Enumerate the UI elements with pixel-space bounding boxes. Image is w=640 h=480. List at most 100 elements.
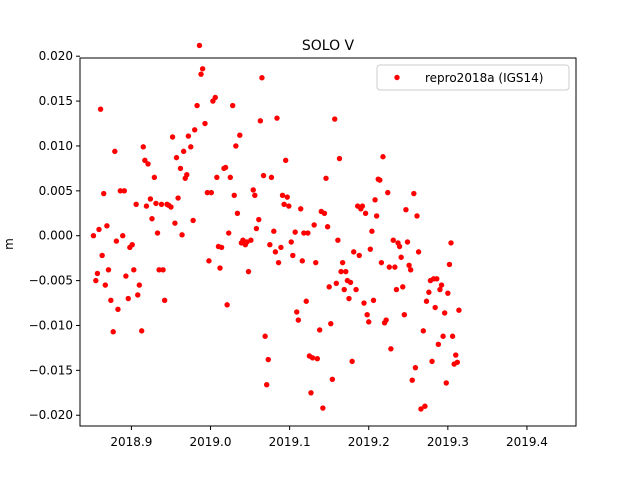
data-point [299,258,305,264]
data-point [188,144,194,150]
data-point [190,217,196,224]
data-point [378,259,385,266]
data-point [339,259,346,266]
legend: repro2018a (IGS14) [376,64,570,91]
data-point [279,192,286,199]
data-point [311,222,317,228]
data-point [113,238,120,244]
data-point [343,268,349,275]
data-point [237,132,243,138]
data-point [194,102,200,109]
data-point [437,286,443,293]
data-point [292,229,298,235]
data-point [229,102,236,109]
x-axis: 2018.9 2019.0 2019.1 2019.2 2019.3 2019.4 [110,426,548,449]
data-point [454,359,461,365]
data-point [329,376,336,383]
data-point [196,42,203,49]
data-point [180,148,187,155]
y-tick-label: 0.020 [39,49,73,63]
data-point [434,276,440,282]
data-point [349,358,355,365]
data-point [133,201,139,207]
legend-label: repro2018a (IGS14) [425,71,543,85]
data-point [206,258,212,264]
data-point [443,380,449,386]
data-point [448,240,454,246]
data-point [367,246,374,252]
y-axis-label: m [2,238,16,250]
data-point [234,210,241,216]
data-point [380,154,386,160]
data-point [415,249,422,255]
data-point [392,264,398,270]
data-point [260,172,267,179]
data-point [173,154,180,161]
data-point [136,282,143,288]
data-point [362,210,369,216]
data-point [120,233,126,239]
data-point [383,317,389,323]
data-point [335,237,341,243]
data-point [172,220,178,226]
data-point [445,290,451,296]
data-point [222,164,229,171]
data-point [423,298,430,304]
data-point [217,265,223,271]
data-point [401,312,408,318]
legend-box [376,64,570,91]
data-point [338,268,344,275]
data-point [257,118,264,124]
data-point [422,403,428,409]
y-tick-label: −0.005 [29,274,73,288]
data-point [135,292,141,298]
data-point [208,189,215,196]
data-point [94,270,101,277]
data-point [373,213,380,219]
data-point [268,174,275,181]
data-point [456,307,462,313]
x-tick-label: 2019.1 [269,435,311,449]
data-point [175,195,181,201]
data-point [233,143,239,149]
data-point [274,115,280,121]
data-point [336,155,343,162]
y-tick-label: −0.015 [29,363,73,377]
data-point [110,329,116,335]
data-point [393,286,400,293]
data-point [117,188,124,194]
data-point [252,192,258,199]
data-point [407,267,414,273]
data-point [108,297,114,304]
data-point [429,358,435,365]
data-point [347,279,354,286]
plot-frame [79,57,577,427]
data-point [320,405,326,411]
data-point [377,177,383,183]
data-point [147,196,154,202]
data-point [143,203,150,209]
data-point [158,201,165,207]
data-point [386,264,393,270]
data-point [140,144,146,150]
data-point [324,224,331,230]
data-point [364,312,370,318]
data-point [224,302,230,308]
data-point [253,225,260,232]
data-point [115,306,121,313]
data-point [351,249,357,255]
data-point [275,259,282,266]
data-point [169,134,176,140]
data-point [214,174,220,181]
data-point [321,210,328,216]
data-point [248,237,254,243]
data-point [199,66,206,72]
data-point [409,377,415,383]
data-point [305,230,311,236]
data-point [426,289,432,295]
data-point [441,310,448,316]
data-point [449,333,456,339]
data-point [396,243,403,250]
data-point [372,197,378,203]
